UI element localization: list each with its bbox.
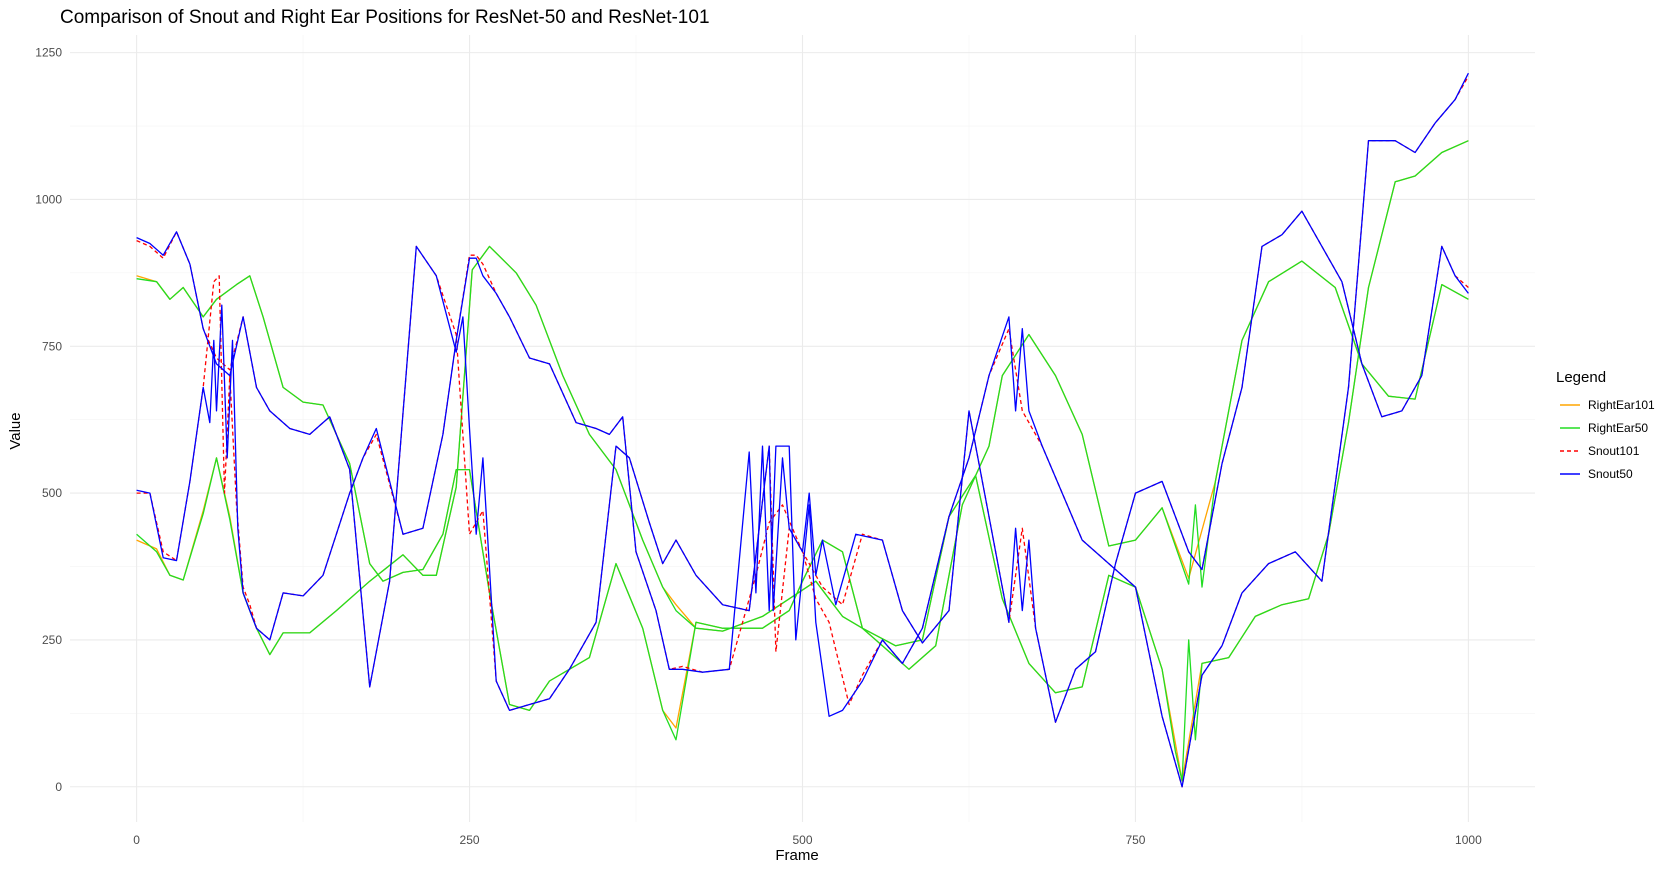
x-tick-label: 0 bbox=[133, 833, 140, 847]
series-snout50 bbox=[136, 72, 1469, 788]
series-layer bbox=[136, 72, 1469, 788]
y-tick-label: 750 bbox=[42, 339, 62, 353]
legend-items: RightEar101 RightEar50 Snout101 Snout50 bbox=[1560, 398, 1655, 481]
y-tick-label: 0 bbox=[55, 780, 62, 794]
legend-label-snout101: Snout101 bbox=[1588, 444, 1640, 458]
legend: Legend RightEar101 RightEar50 Snout101 Snou… bbox=[1556, 369, 1655, 481]
y-tick-label: 250 bbox=[42, 633, 62, 647]
chart-title: Comparison of Snout and Right Ear Positi… bbox=[60, 7, 710, 28]
legend-label-rightear50: RightEar50 bbox=[1588, 421, 1648, 435]
series-line-snout50 bbox=[136, 210, 1469, 723]
major-gridlines bbox=[70, 35, 1535, 822]
y-axis-title: Value bbox=[7, 412, 24, 449]
y-tick-label: 1250 bbox=[35, 46, 62, 60]
x-tick-label: 1000 bbox=[1455, 833, 1482, 847]
legend-label-rightear101: RightEar101 bbox=[1588, 398, 1655, 412]
x-tick-label: 750 bbox=[1125, 833, 1145, 847]
legend-label-snout50: Snout50 bbox=[1588, 467, 1633, 481]
legend-title: Legend bbox=[1556, 369, 1606, 386]
y-tick-label: 1000 bbox=[35, 192, 62, 206]
x-axis-title: Frame bbox=[775, 847, 818, 864]
x-tick-label: 250 bbox=[460, 833, 480, 847]
y-tick-label: 500 bbox=[42, 486, 62, 500]
x-axis-tick-labels: 0 250 500 750 1000 bbox=[133, 833, 1482, 847]
series-line-snout50 bbox=[136, 72, 1469, 788]
series-line-rightear50 bbox=[136, 245, 1469, 670]
x-tick-label: 500 bbox=[792, 833, 812, 847]
y-axis-tick-labels: 0 250 500 750 1000 1250 bbox=[35, 46, 62, 794]
